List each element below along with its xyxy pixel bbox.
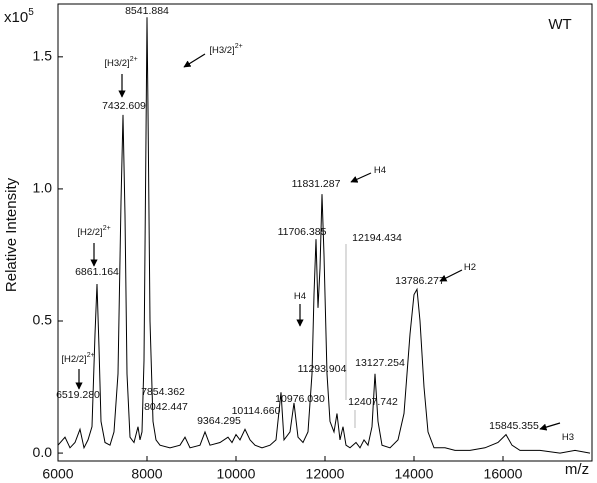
x-tick-label: 8000 (131, 466, 162, 482)
multiplier-exponent: 5 (28, 7, 34, 18)
multiplier-base: x10 (4, 9, 28, 26)
peak-label: 8541.884 (125, 5, 169, 17)
ion-arrow (350, 172, 372, 183)
peak-label: 12407.742 (348, 396, 398, 408)
ion-charge: 2+ (87, 352, 95, 359)
ion-label: H2 (464, 262, 476, 273)
peak-label: 8042.447 (144, 401, 188, 413)
ion-label: [H3/2]2+ (209, 43, 242, 56)
ion-label: H3 (562, 432, 574, 443)
ion-name: H4 (374, 165, 386, 176)
y-tick-label: 0.5 (33, 312, 53, 328)
peak-label: 6861.164 (75, 266, 119, 278)
peak-label: 11706.385 (278, 226, 327, 238)
y-axis-label: Relative Intensity (3, 177, 20, 292)
peak-label: 10976.030 (275, 393, 325, 405)
peak-label: 15845.355 (489, 420, 539, 432)
multiplier: x105 (4, 7, 34, 26)
ion-label: [H2/2]2+ (77, 225, 110, 238)
peak-label: 10114.660 (232, 405, 281, 417)
peak-label: 13786.277 (395, 275, 445, 287)
y-tick-label: 0.0 (33, 444, 53, 460)
peak-label: 7854.362 (141, 386, 185, 398)
ion-name: [H3/2] (104, 58, 129, 69)
ion-name: [H2/2] (61, 354, 86, 365)
ion-name: [H3/2] (209, 45, 234, 56)
x-tick-label: 14000 (395, 466, 434, 482)
peak-label: 6519.280 (56, 389, 100, 401)
peak-label: 11293.904 (298, 363, 347, 375)
ion-charge: 2+ (103, 225, 111, 232)
ion-arrow (539, 422, 561, 431)
ion-name: H4 (294, 291, 306, 302)
ion-arrow (439, 269, 463, 282)
ion-charge: 2+ (130, 56, 138, 63)
ion-charge: 2+ (235, 43, 243, 50)
ion-label: H4 (294, 291, 306, 302)
ion-label: H4 (374, 165, 386, 176)
y-tick-label: 1.5 (33, 48, 53, 64)
panel-label: WT (548, 16, 571, 33)
y-tick-label: 1.0 (33, 180, 53, 196)
x-tick-label: 12000 (306, 466, 345, 482)
ion-name: H2 (464, 262, 476, 273)
ion-arrow (183, 53, 206, 68)
peak-label: 7432.609 (102, 100, 146, 112)
peak-label: 12194.434 (352, 232, 402, 244)
peak-label: 11831.287 (292, 178, 341, 190)
x-axis-label: m/z (565, 461, 589, 478)
ion-name: H3 (562, 432, 574, 443)
ion-label: [H2/2]2+ (61, 352, 94, 365)
peak-label: 9364.295 (197, 415, 241, 427)
ion-name: [H2/2] (77, 227, 102, 238)
ion-label: [H3/2]2+ (104, 56, 137, 69)
x-tick-label: 16000 (484, 466, 523, 482)
x-tick-label: 10000 (217, 466, 256, 482)
peak-label: 13127.254 (355, 357, 405, 369)
spectrum-line (57, 17, 591, 454)
x-tick-label: 6000 (42, 466, 73, 482)
